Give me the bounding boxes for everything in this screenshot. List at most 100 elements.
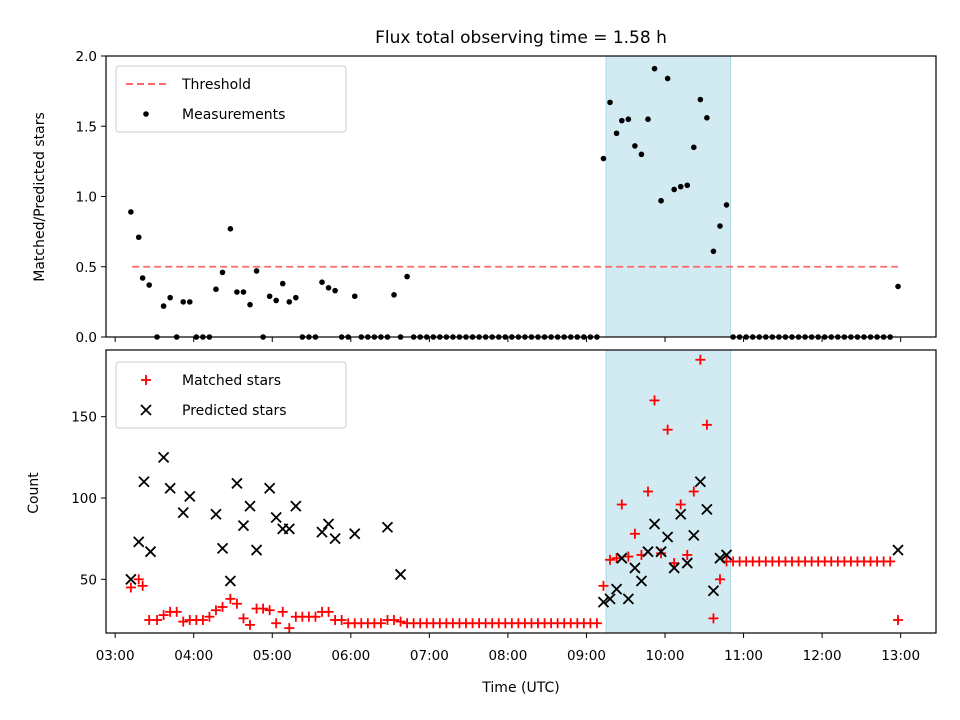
matched-stars-point	[336, 614, 347, 625]
matched-stars-point	[158, 610, 169, 621]
measurement-point	[600, 155, 607, 162]
predicted-stars-point	[668, 562, 680, 574]
bottom-series-0	[125, 354, 904, 634]
bottom-legend: Matched stars Predicted stars	[115, 361, 347, 429]
matched-stars-point	[708, 613, 719, 624]
predicted-stars-point	[264, 482, 276, 494]
measurement-point	[332, 287, 338, 294]
matched-stars-point	[204, 611, 215, 622]
predicted-stars-point	[250, 544, 263, 556]
x-stroke	[216, 542, 229, 555]
matched-stars-point	[623, 551, 634, 562]
measurement-point	[658, 197, 664, 204]
x-tick-label: 12:00	[803, 648, 842, 664]
x-stroke	[635, 575, 648, 587]
matched-stars-point	[656, 548, 667, 559]
matched-stars-point	[605, 554, 616, 565]
measurement-point	[677, 183, 684, 190]
predicted-stars-point	[157, 451, 170, 463]
x-tick-label: 08:00	[488, 648, 527, 664]
matched-stars-point	[152, 614, 163, 625]
predicted-stars-point	[688, 529, 700, 542]
measurement-point	[710, 248, 717, 255]
measurement-point	[625, 116, 632, 123]
x-stroke	[283, 523, 295, 535]
predicted-stars-point	[316, 526, 328, 538]
predicted-stars-point	[349, 528, 361, 540]
predicted-stars-point	[681, 557, 693, 569]
predicted-stars-point	[394, 568, 407, 581]
predicted-stars-point	[125, 573, 137, 585]
measurement-point	[351, 293, 358, 300]
matched-stars-point	[178, 616, 189, 627]
predicted-stars-point	[642, 546, 654, 558]
top-chart-title: Flux total observing time = 1.58 h	[375, 28, 667, 48]
predicted-stars-point	[675, 508, 687, 520]
x-stroke	[622, 593, 634, 605]
matched-stars-point	[197, 614, 208, 625]
predicted-stars-point	[237, 520, 250, 532]
matched-stars-point	[885, 556, 896, 567]
bottom-y-axis-label: Count	[26, 472, 42, 514]
matched-stars-point	[395, 616, 406, 627]
x-stroke	[322, 518, 335, 530]
measurement-point	[607, 99, 613, 106]
x-stroke	[329, 533, 341, 545]
matched-stars-point	[669, 558, 680, 569]
predicted-stars-point	[610, 583, 623, 595]
x-tick-label: 09:00	[567, 648, 606, 664]
x-stroke	[701, 503, 713, 516]
x-stroke	[157, 451, 170, 463]
x-tick-label: 03:00	[96, 648, 135, 664]
legend-predicted-label: Predicted stars	[182, 403, 287, 419]
measurement-point	[684, 182, 691, 189]
x-stroke	[184, 490, 196, 503]
x-stroke	[231, 477, 243, 490]
measurement-point	[638, 151, 645, 158]
measurement-point	[128, 209, 134, 215]
top-y-axis-label: Matched/Predicted stars	[32, 112, 48, 282]
matched-stars-point	[688, 486, 699, 497]
predicted-stars-point	[270, 511, 282, 524]
matched-stars-point	[245, 619, 256, 630]
x-stroke	[349, 528, 361, 540]
predicted-stars-point	[661, 531, 674, 543]
bottom-axes-frame	[105, 349, 937, 634]
legend-measurements-label: Measurements	[182, 107, 285, 123]
measurement-point	[279, 280, 286, 287]
matched-stars-point	[893, 614, 904, 625]
x-stroke	[642, 546, 654, 558]
measurement-point	[704, 115, 710, 121]
matched-stars-point	[210, 605, 221, 616]
matched-stars-point	[125, 582, 136, 593]
measurement-point	[266, 293, 273, 300]
x-stroke	[694, 476, 706, 488]
measurement-point	[717, 223, 723, 229]
x-stroke	[125, 573, 137, 585]
measurement-point	[219, 269, 226, 276]
matched-stars-point	[629, 528, 640, 539]
matched-stars-point	[682, 549, 693, 560]
bottom-series-1	[125, 451, 904, 608]
matched-stars-point	[264, 605, 275, 616]
bottom-legend-frame	[115, 361, 347, 429]
x-stroke	[720, 549, 733, 561]
matched-stars-point	[389, 614, 400, 625]
predicted-stars-point	[138, 476, 150, 488]
x-stroke	[210, 508, 222, 520]
predicted-stars-point	[635, 575, 648, 587]
measurement-point	[319, 279, 325, 286]
x-tick-label: 07:00	[410, 648, 449, 664]
matched-stars-point	[171, 606, 182, 617]
predicted-stars-point	[144, 546, 157, 558]
matched-stars-point	[225, 593, 236, 604]
matched-stars-point	[611, 553, 622, 564]
x-stroke	[264, 482, 276, 494]
x-stroke	[177, 507, 189, 519]
x-stroke	[629, 562, 641, 574]
x-stroke	[655, 546, 667, 558]
measurement-point	[651, 65, 658, 72]
x-stroke	[144, 546, 157, 558]
x-tick-label: 10:00	[646, 648, 685, 664]
x-stroke	[668, 562, 680, 574]
